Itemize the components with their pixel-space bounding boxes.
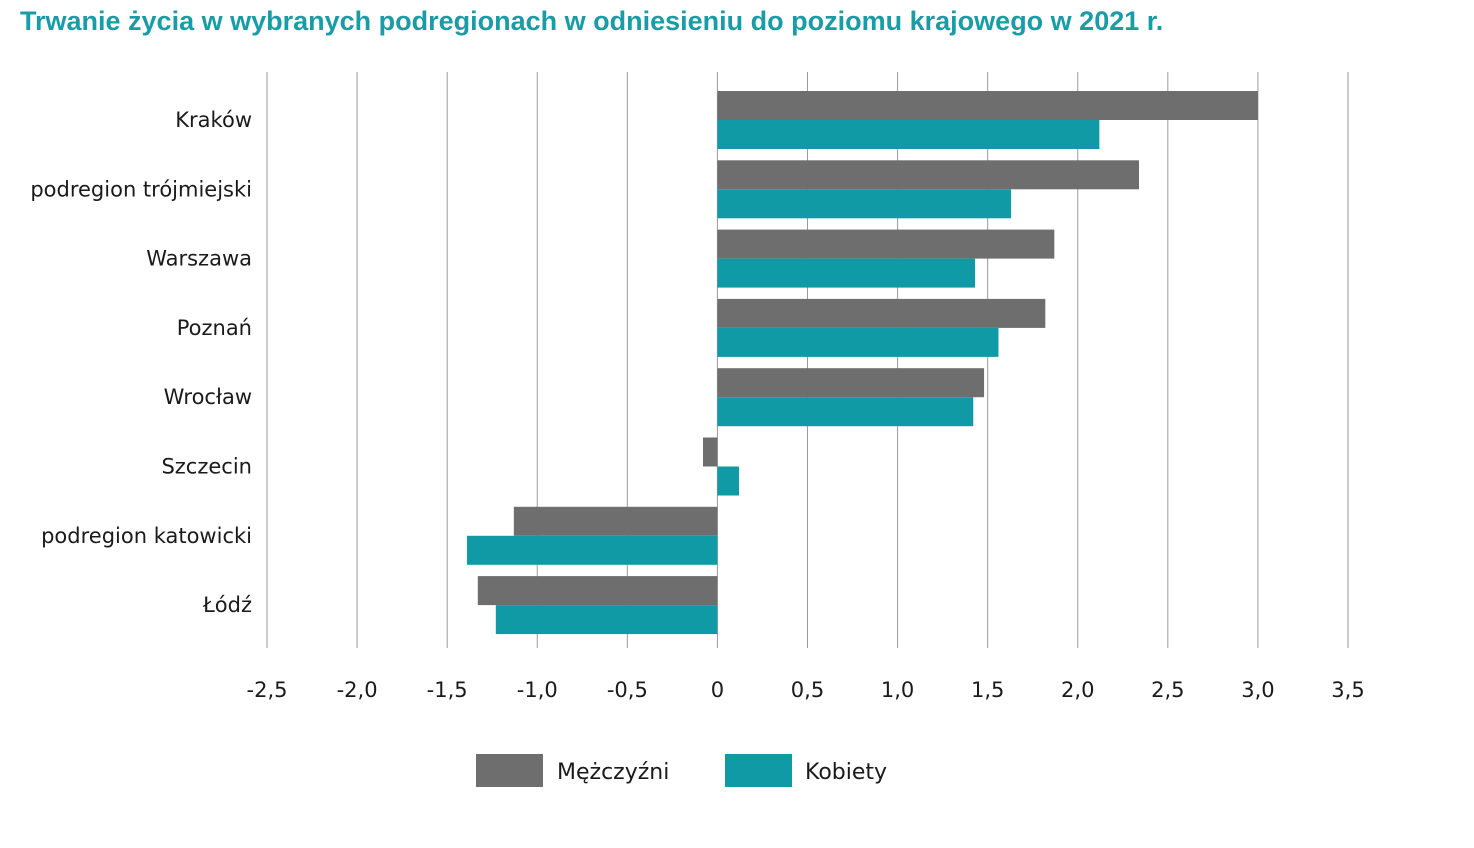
bar-men [477, 576, 718, 606]
category-label: Szczecin [161, 455, 252, 479]
x-tick-label: -2,5 [247, 678, 288, 702]
bar-women [717, 466, 740, 496]
bar-men [717, 229, 1055, 259]
x-tick-label: 0 [711, 678, 724, 702]
bar-men [717, 298, 1046, 328]
grid-lines [266, 72, 1349, 648]
x-tick-label: 2,0 [1061, 678, 1094, 702]
legend-label: Mężczyźni [557, 760, 669, 785]
category-label: Warszawa [146, 247, 252, 271]
category-label: podregion katowicki [41, 524, 252, 548]
bars [466, 91, 1258, 635]
chart-title: Trwanie życia w wybranych podregionach w… [20, 6, 1164, 36]
legend-label: Kobiety [805, 760, 887, 785]
category-label: Wrocław [164, 385, 252, 409]
x-tick-label: 1,0 [881, 678, 914, 702]
legend-swatch [725, 754, 792, 787]
bar-women [717, 327, 999, 357]
bar-women [717, 189, 1012, 219]
category-label: podregion trójmiejski [30, 177, 252, 201]
x-tick-labels: -2,5 -2,0 -1,5 -1,0 -0,5 0 0,5 1,0 1,5 2,0 2,5 3,0 3… [247, 678, 1365, 702]
bar-men [513, 506, 718, 536]
category-label: Łódź [202, 593, 252, 617]
bar-men [703, 437, 718, 467]
x-tick-label: -2,0 [337, 678, 378, 702]
category-labels: Kraków podregion trójmiejski Warszawa Pozna… [30, 108, 252, 617]
bar-women [495, 605, 718, 635]
x-tick-label: -1,0 [517, 678, 558, 702]
legend: Mężczyźni Kobiety [476, 754, 887, 787]
x-tick-label: 3,5 [1331, 678, 1364, 702]
x-tick-label: 2,5 [1151, 678, 1184, 702]
bar-women [717, 258, 976, 288]
x-tick-label: 3,0 [1241, 678, 1274, 702]
legend-swatch [476, 754, 543, 787]
bar-women [466, 535, 718, 565]
bar-men [717, 91, 1258, 120]
x-tick-label: -1,5 [427, 678, 468, 702]
bar-men [717, 368, 985, 398]
bar-women [717, 120, 1100, 149]
category-label: Kraków [175, 108, 252, 132]
x-tick-label: 0,5 [791, 678, 824, 702]
bar-men [717, 160, 1140, 190]
x-tick-label: 1,5 [971, 678, 1004, 702]
bar-women [717, 397, 974, 427]
x-tick-label: -0,5 [607, 678, 648, 702]
category-label: Poznań [177, 316, 252, 340]
